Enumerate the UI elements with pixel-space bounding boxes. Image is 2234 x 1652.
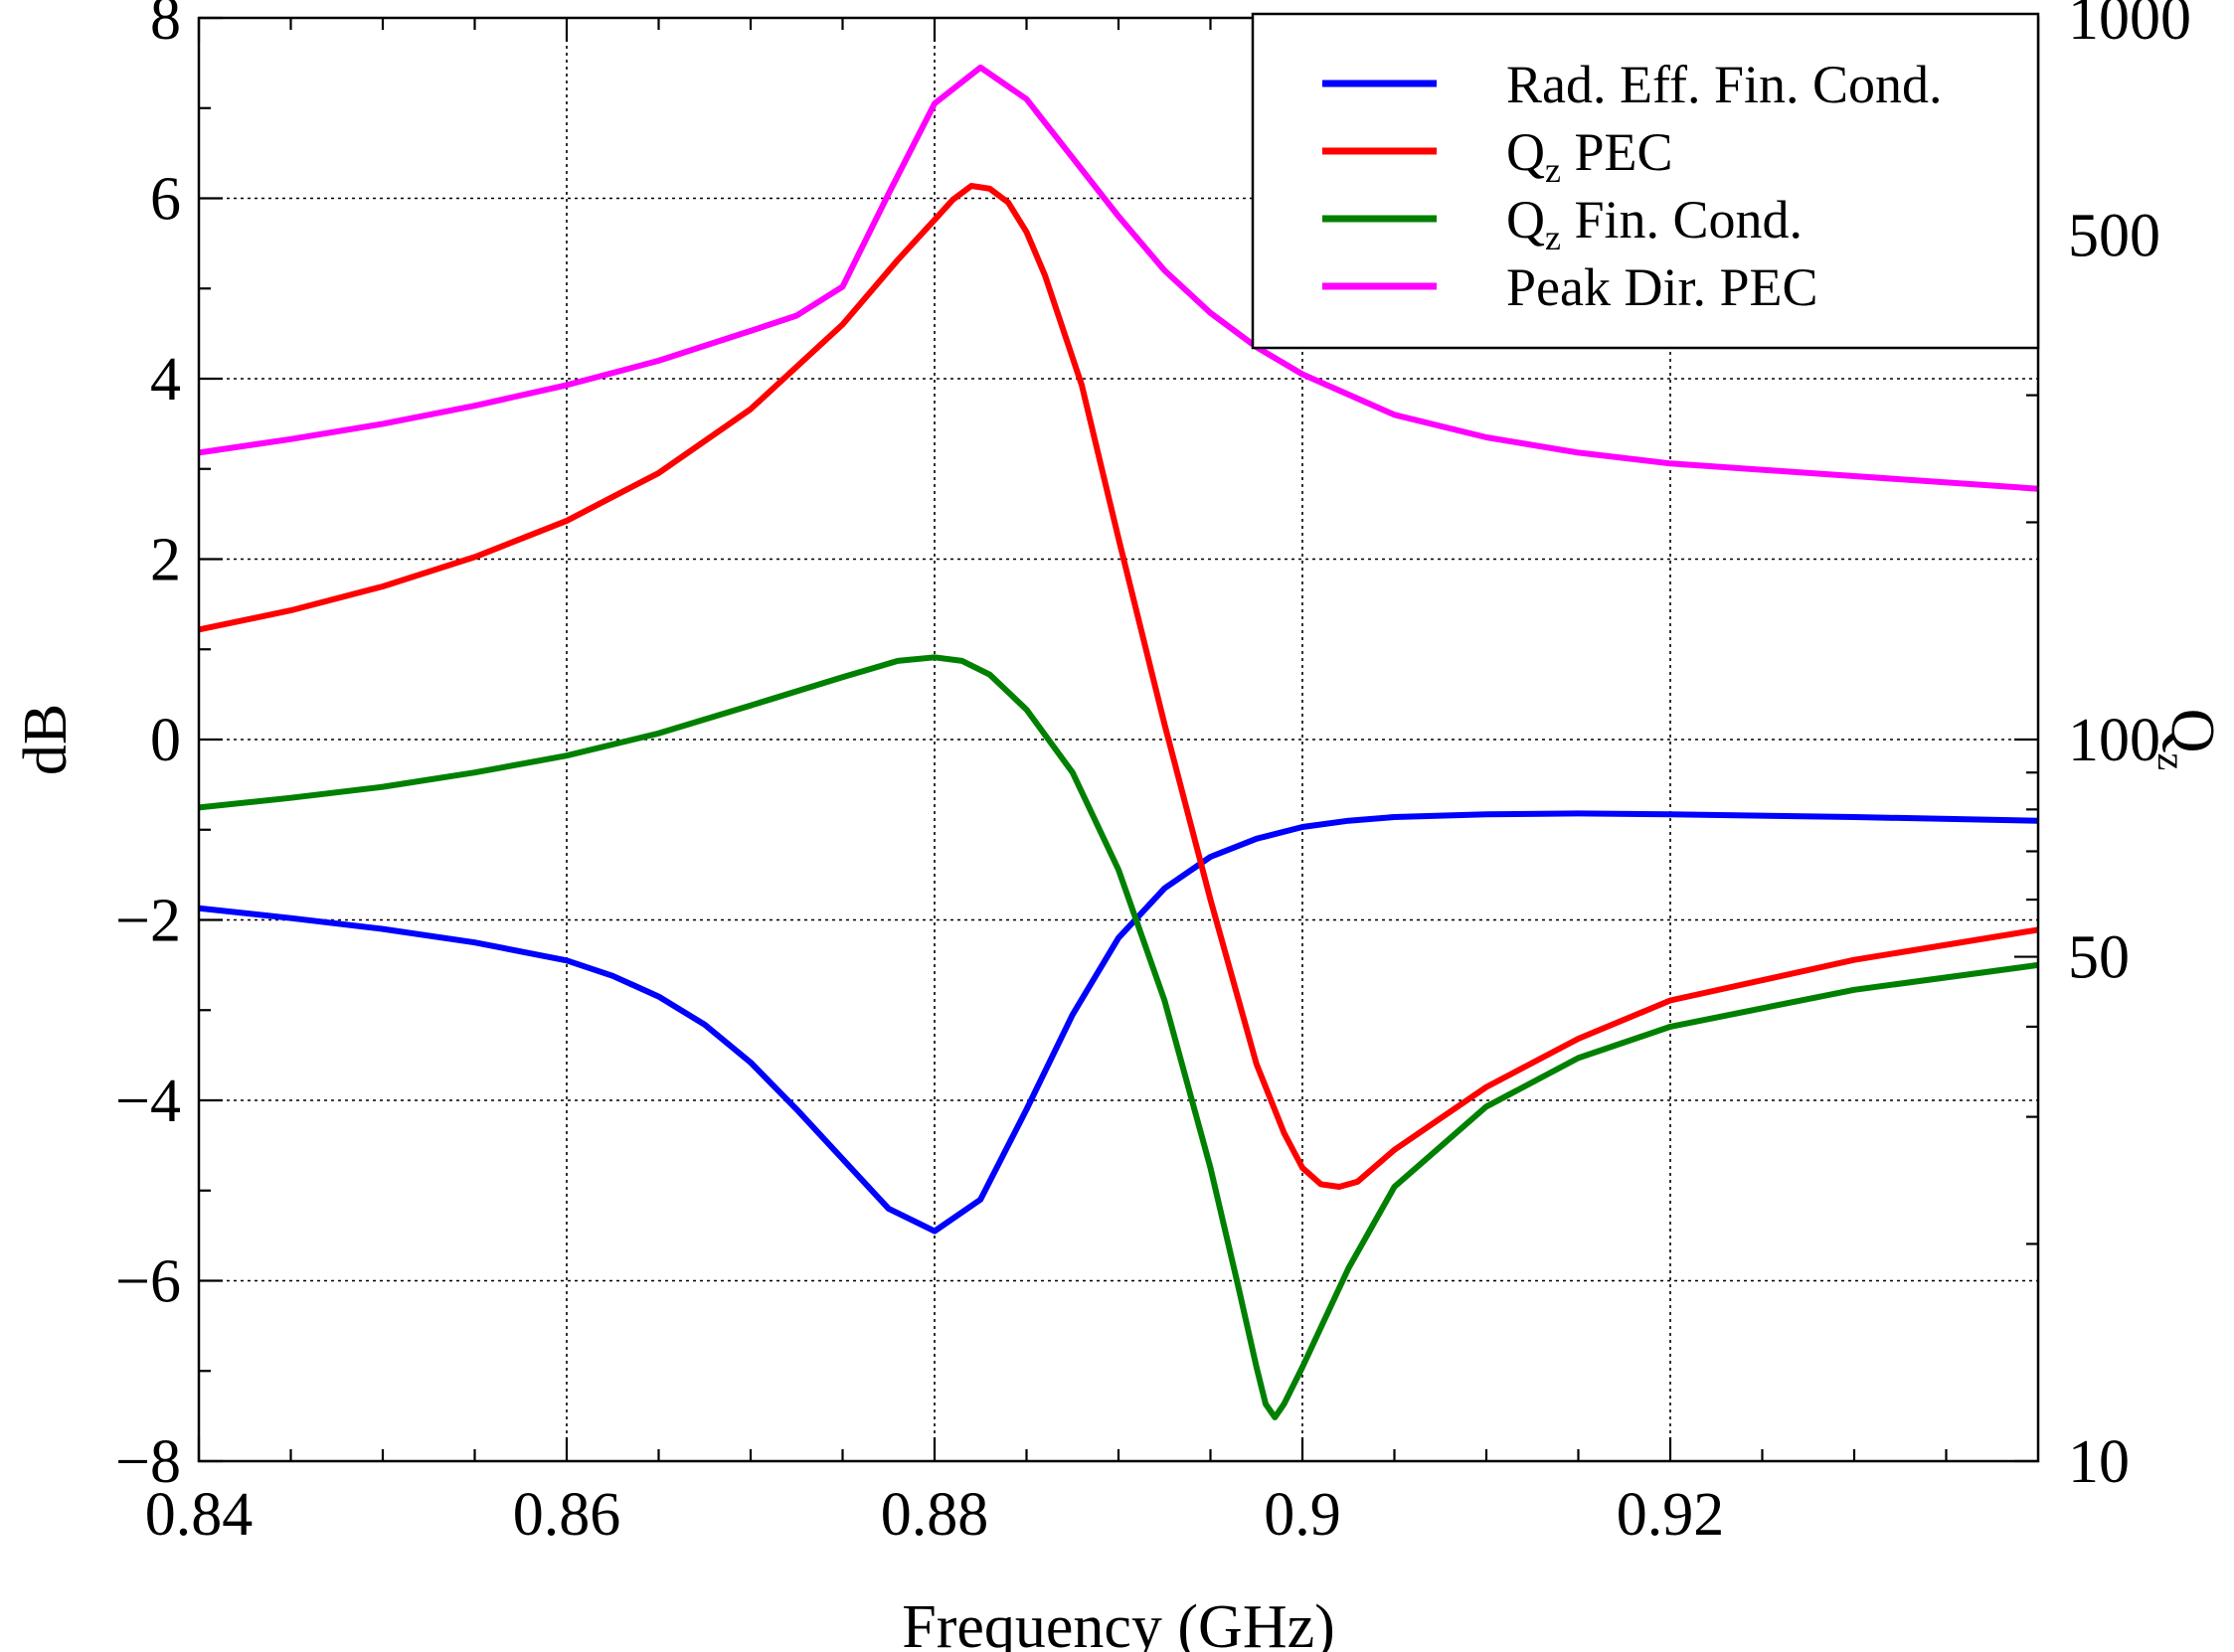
y-right-tick-label: 50: [2068, 924, 2130, 992]
y-left-tick-label: 4: [150, 346, 181, 413]
legend-label-rest: PEC: [1561, 122, 1673, 182]
legend-box: [1251, 12, 2040, 350]
series-line-3: [199, 654, 2038, 1420]
x-tick-label: 0.92: [1617, 1481, 1725, 1549]
tick-labels: 0.84 0.86 0.88 0.9 0.92 −8 −6 −4 −2 0 2 4 6 8 10 50 100 5…: [115, 0, 2191, 1549]
legend-label-4: Peak Dir. PEC: [1506, 257, 1818, 317]
legend-label-main: Q: [1506, 190, 1545, 249]
series-line-4: [199, 64, 2038, 492]
y-left-tick-label: 2: [150, 527, 181, 594]
legend-label-sub: z: [1545, 218, 1561, 257]
y-left-tick-label: −2: [115, 888, 181, 955]
x-tick-label: 0.88: [881, 1481, 989, 1549]
grid-lines: [199, 18, 2038, 1461]
x-tick-label: 0.84: [145, 1481, 254, 1549]
y-right-tick-label: 1000: [2068, 0, 2191, 53]
y-right-tick-label: 500: [2068, 203, 2160, 270]
series-layer: [199, 64, 2038, 1420]
y-left-tick-label: −8: [115, 1428, 181, 1496]
x-tick-label: 0.9: [1264, 1481, 1341, 1549]
legend-label-3: Qz Fin. Cond.: [1506, 190, 1803, 257]
series-line-2: [199, 183, 2038, 1190]
x-tick-label: 0.86: [513, 1481, 621, 1549]
y-right-tick-label: 100: [2068, 707, 2160, 774]
legend-label-main: Rad. Eff. Fin. Cond.: [1506, 55, 1943, 114]
y-left-tick-label: 8: [150, 0, 181, 53]
y-axis-right-label: Qz: [2149, 709, 2226, 771]
y-left-tick-label: 6: [150, 166, 181, 234]
y-axis-right-label-sub: z: [2149, 753, 2194, 771]
y-left-tick-label: −4: [115, 1068, 181, 1135]
legend-label-1: Rad. Eff. Fin. Cond.: [1506, 55, 1943, 114]
series-line-1: [199, 810, 2038, 1235]
x-axis-label: Frequency (GHz): [902, 1593, 1335, 1652]
legend-label-rest: Fin. Cond.: [1561, 190, 1803, 249]
y-left-tick-label: 0: [150, 707, 181, 774]
y-axis-right-label-main: Q: [2158, 709, 2226, 753]
legend-label-2: Qz PEC: [1506, 122, 1673, 190]
y-axis-left-label: dB: [12, 704, 80, 775]
y-left-tick-label: −6: [115, 1248, 181, 1316]
legend-label-main: Q: [1506, 122, 1545, 182]
legend-label-main: Peak Dir. PEC: [1506, 257, 1818, 317]
y-right-tick-label: 10: [2068, 1428, 2130, 1496]
legend-label-sub: z: [1545, 150, 1561, 190]
